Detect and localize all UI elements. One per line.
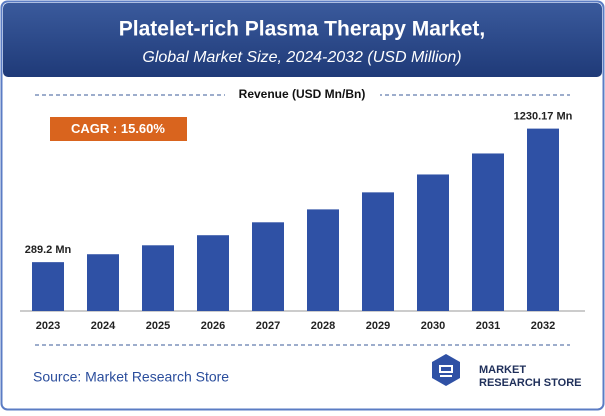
bar bbox=[142, 245, 174, 311]
x-tick-label: 2026 bbox=[201, 320, 225, 332]
chart-title: Platelet-rich Plasma Therapy Market, bbox=[119, 18, 486, 41]
bar bbox=[32, 262, 64, 311]
x-tick-label: 2024 bbox=[91, 320, 116, 332]
source: Source: Market Research Store bbox=[33, 369, 229, 385]
x-tick-label: 2028 bbox=[311, 320, 335, 332]
x-tick-label: 2023 bbox=[36, 320, 60, 332]
x-tick-label: 2030 bbox=[421, 320, 445, 332]
cagr-label: CAGR : 15.60% bbox=[71, 121, 165, 136]
y-axis-label: Revenue (USD Mn/Bn) bbox=[239, 87, 366, 101]
bar bbox=[527, 128, 559, 311]
bar bbox=[362, 192, 394, 311]
bar bbox=[472, 153, 504, 311]
bar bbox=[417, 174, 449, 311]
value-label: 1230.17 Mn bbox=[514, 111, 573, 123]
logo-icon bbox=[439, 365, 453, 377]
x-tick-label: 2029 bbox=[366, 320, 390, 332]
bar bbox=[87, 254, 119, 311]
value-label: 289.2 Mn bbox=[25, 244, 72, 256]
x-tick-label: 2031 bbox=[476, 320, 500, 332]
label-bg bbox=[225, 86, 380, 104]
bar bbox=[197, 235, 229, 311]
logo: MARKET RESEARCH STORE bbox=[432, 354, 581, 389]
x-tick-label: 2032 bbox=[531, 320, 555, 332]
x-tick-label: 2025 bbox=[146, 320, 170, 332]
header bbox=[3, 3, 602, 77]
cagr-box bbox=[50, 117, 187, 141]
x-tick-label: 2027 bbox=[256, 320, 280, 332]
bar bbox=[307, 209, 339, 311]
logo-text: RESEARCH STORE bbox=[479, 377, 581, 389]
logo-icon bbox=[432, 354, 460, 386]
logo-text: MARKET bbox=[479, 364, 526, 376]
bar bbox=[252, 222, 284, 311]
chart-subtitle: Global Market Size, 2024-2032 (USD Milli… bbox=[142, 49, 461, 66]
